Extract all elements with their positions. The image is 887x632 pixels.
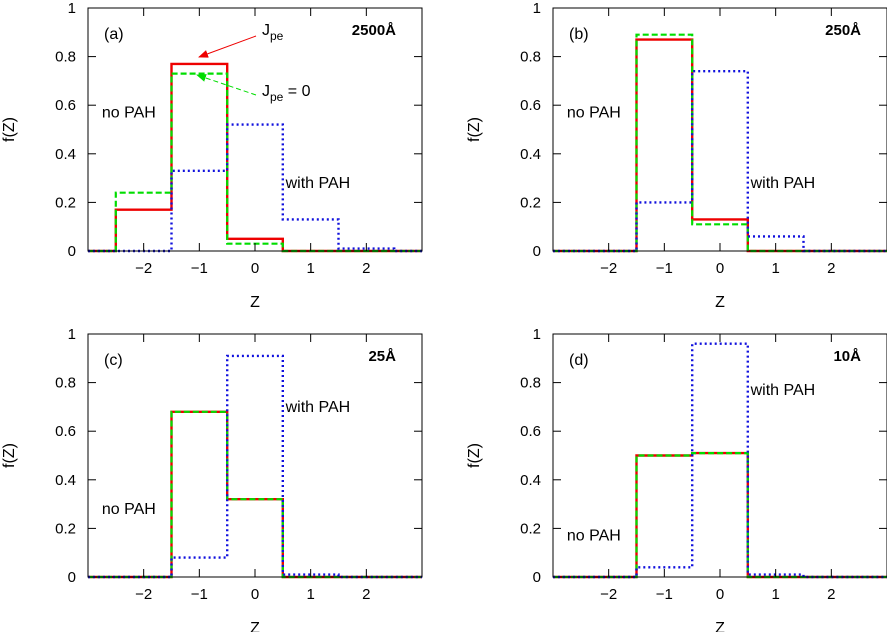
y-tick-label: 1: [68, 0, 76, 17]
x-tick-label: −1: [656, 260, 673, 277]
x-tick-label: 0: [716, 586, 724, 603]
y-tick-label: 0.2: [520, 194, 541, 211]
x-tick-label: 1: [306, 586, 314, 603]
x-tick-label: 2: [362, 586, 370, 603]
y-tick-label: 0: [68, 569, 76, 586]
grain-size-label: 25Å: [368, 348, 396, 365]
x-axis-label: Z: [250, 294, 260, 311]
y-axis-label: f(Z): [466, 443, 483, 468]
arrow-jpe-zero: [196, 74, 257, 96]
x-tick-label: 2: [362, 260, 370, 277]
panel-d: 0 0.2 0.4 0.6 0.8 1 −2 −1 0 1 2 Zf(Z) (d) 10Å no PAH wi…: [466, 326, 887, 632]
with-pah-label: with PAH: [285, 399, 351, 416]
arrow-jpe: [198, 35, 257, 58]
y-tick-label: 0.8: [55, 375, 76, 392]
series-with-pah: [553, 70, 887, 253]
series-jpe: [553, 451, 887, 579]
series-jpe: [88, 62, 422, 253]
panel-tag: (d): [569, 352, 589, 369]
panel-tag: (a): [104, 26, 124, 43]
y-tick-label: 0.4: [520, 472, 541, 489]
x-tick-label: 1: [771, 586, 779, 603]
grain-size-label: 250Å: [825, 22, 861, 39]
jpe-zero-label: Jpe = 0: [262, 83, 311, 104]
y-tick-label: 0.4: [55, 472, 76, 489]
x-tick-label: −2: [135, 586, 152, 603]
panel-tag: (b): [569, 26, 589, 43]
x-tick-label: 0: [251, 586, 259, 603]
y-tick-label: 0.8: [520, 375, 541, 392]
y-tick-label: 1: [68, 326, 76, 343]
x-tick-label: 2: [827, 586, 835, 603]
series-jpe-zero: [88, 72, 422, 253]
x-tick-label: 0: [716, 260, 724, 277]
x-tick-label: 1: [306, 260, 314, 277]
series-with-pah: [88, 354, 422, 579]
y-tick-label: 0.2: [55, 194, 76, 211]
y-tick-label: 0.4: [55, 146, 76, 163]
y-tick-label: 0.6: [520, 97, 541, 114]
panel-c: 0 0.2 0.4 0.6 0.8 1 −2 −1 0 1 2 Zf(Z) (c) 25Å no PAH wi…: [1, 326, 423, 632]
x-tick-label: 1: [771, 260, 779, 277]
with-pah-label: with PAH: [285, 175, 351, 192]
series-jpe-zero: [88, 410, 422, 579]
y-tick-label: 0.8: [55, 49, 76, 66]
jpe-label: Jpe: [262, 22, 284, 43]
with-pah-label: with PAH: [750, 382, 816, 399]
x-tick-label: 2: [827, 260, 835, 277]
y-tick-label: 0: [533, 243, 541, 260]
x-axis-label: Z: [715, 620, 725, 632]
panel-tag: (c): [104, 352, 123, 369]
series-jpe-zero: [553, 452, 887, 579]
x-tick-label: −2: [600, 260, 617, 277]
no-pah-label: no PAH: [567, 528, 621, 545]
x-tick-label: −1: [656, 586, 673, 603]
x-tick-label: −2: [600, 586, 617, 603]
grain-size-label: 2500Å: [352, 22, 396, 39]
y-tick-label: 0.6: [55, 97, 76, 114]
y-tick-label: 0.6: [520, 423, 541, 440]
y-tick-label: 0.6: [55, 423, 76, 440]
y-tick-label: 0: [533, 569, 541, 586]
y-tick-label: 1: [533, 326, 541, 343]
with-pah-label: with PAH: [750, 175, 816, 192]
y-axis-label: f(Z): [1, 443, 18, 468]
y-axis-label: f(Z): [1, 117, 18, 142]
y-tick-label: 0.8: [520, 49, 541, 66]
y-tick-label: 0.2: [520, 520, 541, 537]
y-tick-label: 0.4: [520, 146, 541, 163]
panel-b: 0 0.2 0.4 0.6 0.8 1 −2 −1 0 1 2 Zf(Z) (b) 250Å no PAH w…: [466, 0, 887, 311]
series-with-pah: [88, 123, 422, 253]
series-jpe: [88, 410, 422, 579]
no-pah-label: no PAH: [102, 104, 156, 121]
x-tick-label: −1: [191, 586, 208, 603]
x-axis-label: Z: [715, 294, 725, 311]
y-tick-label: 1: [533, 0, 541, 17]
x-tick-label: −2: [135, 260, 152, 277]
plot-frame: [87, 333, 423, 578]
no-pah-label: no PAH: [102, 501, 156, 518]
y-axis-label: f(Z): [466, 117, 483, 142]
grain-size-label: 10Å: [833, 348, 861, 365]
no-pah-label: no PAH: [567, 104, 621, 121]
x-tick-label: −1: [191, 260, 208, 277]
plot-frame: [552, 7, 887, 252]
y-tick-label: 0.2: [55, 520, 76, 537]
x-tick-label: 0: [251, 260, 259, 277]
x-axis-label: Z: [250, 620, 260, 632]
plot-frame: [87, 7, 423, 252]
y-tick-label: 0: [68, 243, 76, 260]
panel-a: 0 0.2 0.4 0.6 0.8 1 −2 −1 0 1 2 Zf(Z) (a) 2500Å no PAH…: [1, 0, 423, 311]
